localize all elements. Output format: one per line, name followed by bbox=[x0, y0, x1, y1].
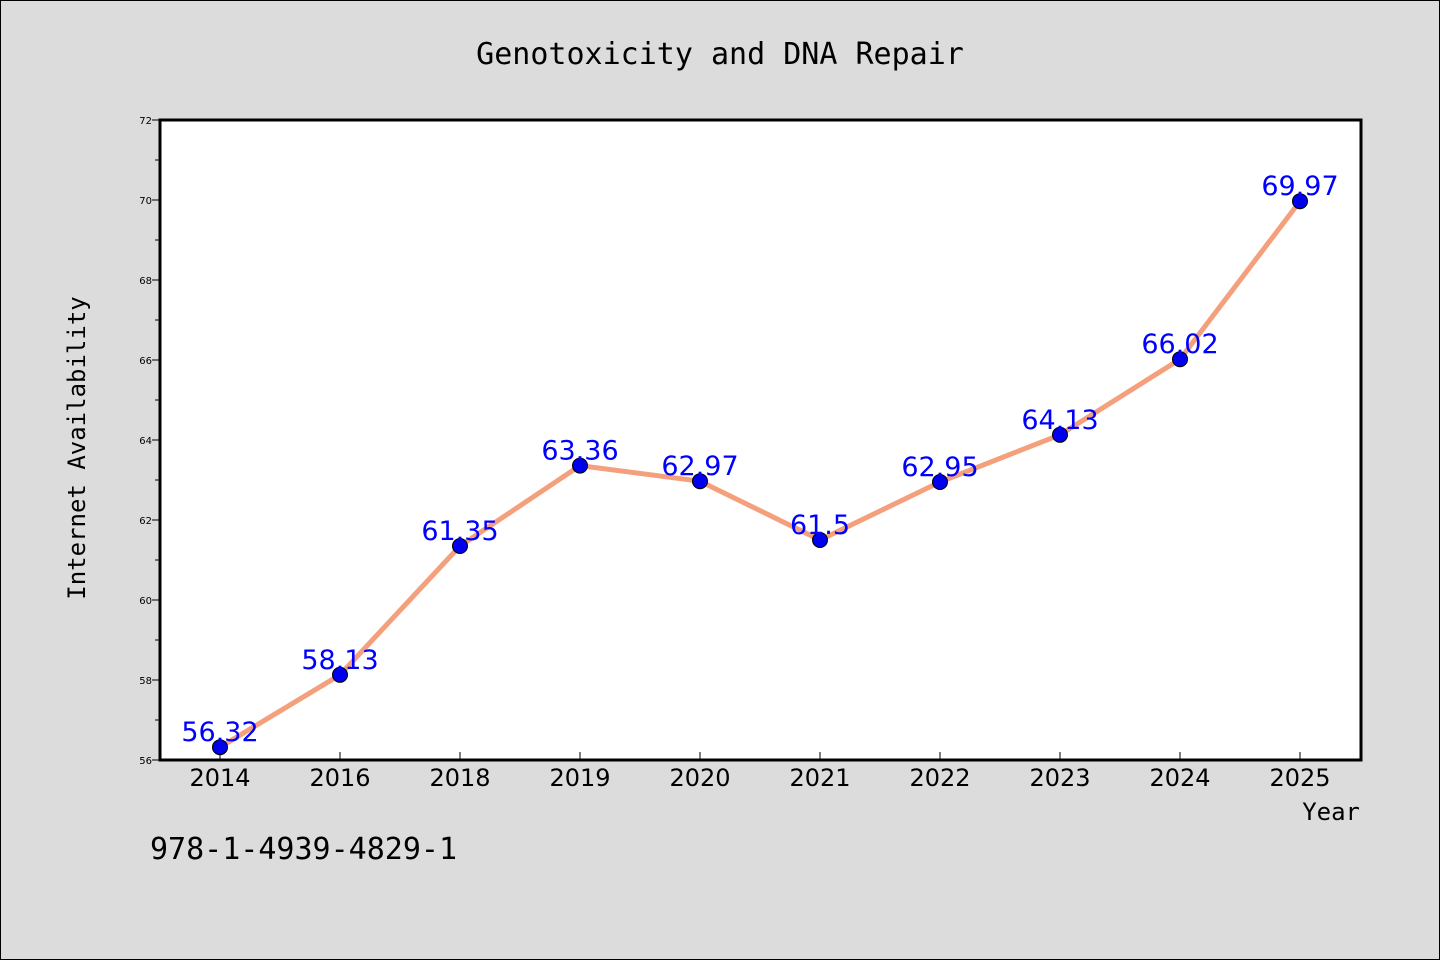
y-tick-label: 68 bbox=[139, 276, 152, 287]
data-point bbox=[572, 457, 588, 474]
footer-code: 978-1-4939-4829-1 bbox=[150, 832, 458, 867]
markers bbox=[212, 193, 1308, 756]
x-tick-label: 2024 bbox=[1149, 764, 1210, 792]
x-axis: 2014 2016 2018 2019 2020 2021 2022 2023 2024 2025 bbox=[189, 752, 1331, 792]
data-point bbox=[932, 474, 948, 490]
x-axis-label: Year bbox=[1302, 798, 1360, 826]
data-label: 64.13 bbox=[1021, 405, 1098, 436]
data-point bbox=[1172, 351, 1188, 368]
y-tick-label: 60 bbox=[139, 596, 152, 607]
y-tick-label: 64 bbox=[139, 436, 152, 447]
series-line bbox=[217, 198, 1303, 750]
data-point bbox=[1292, 193, 1308, 210]
x-tick-label: 2019 bbox=[549, 764, 610, 792]
data-point bbox=[1052, 426, 1068, 443]
x-tick-label: 2021 bbox=[789, 764, 850, 792]
x-tick-label: 2014 bbox=[189, 764, 250, 792]
y-axis: 56 58 60 62 64 66 68 70 72 bbox=[139, 116, 160, 767]
data-point bbox=[692, 473, 708, 490]
x-tick-label: 2022 bbox=[909, 764, 970, 792]
y-tick-label: 72 bbox=[139, 116, 152, 127]
x-tick-label: 2023 bbox=[1029, 764, 1090, 792]
data-point bbox=[812, 532, 828, 548]
y-tick-label: 56 bbox=[139, 756, 152, 767]
data-label: 58.13 bbox=[301, 645, 378, 676]
data-label: 62.95 bbox=[901, 452, 978, 483]
chart-title: Genotoxicity and DNA Repair bbox=[476, 37, 964, 72]
data-label: 66.02 bbox=[1141, 329, 1218, 360]
x-tick-label: 2025 bbox=[1269, 764, 1330, 792]
y-tick-label: 70 bbox=[139, 196, 152, 207]
x-tick-label: 2016 bbox=[309, 764, 370, 792]
y-tick-label: 66 bbox=[139, 356, 152, 367]
data-point bbox=[212, 739, 228, 756]
data-label: 62.97 bbox=[661, 451, 738, 482]
x-tick-label: 2020 bbox=[669, 764, 730, 792]
data-labels: 56.32 58.13 61.35 63.36 62.97 61.5 62.95 64.13 6… bbox=[181, 171, 1338, 748]
y-axis-label: Internet Availability bbox=[63, 296, 91, 599]
x-tick-label: 2018 bbox=[429, 764, 490, 792]
data-label: 61.5 bbox=[790, 510, 850, 541]
data-point bbox=[332, 666, 348, 683]
y-tick-label: 58 bbox=[139, 676, 152, 687]
data-label: 56.32 bbox=[181, 717, 258, 748]
y-tick-label: 62 bbox=[139, 516, 152, 527]
data-point bbox=[452, 538, 468, 554]
data-label: 63.36 bbox=[541, 436, 618, 467]
data-label: 69.97 bbox=[1261, 171, 1338, 202]
data-label: 61.35 bbox=[421, 516, 498, 547]
